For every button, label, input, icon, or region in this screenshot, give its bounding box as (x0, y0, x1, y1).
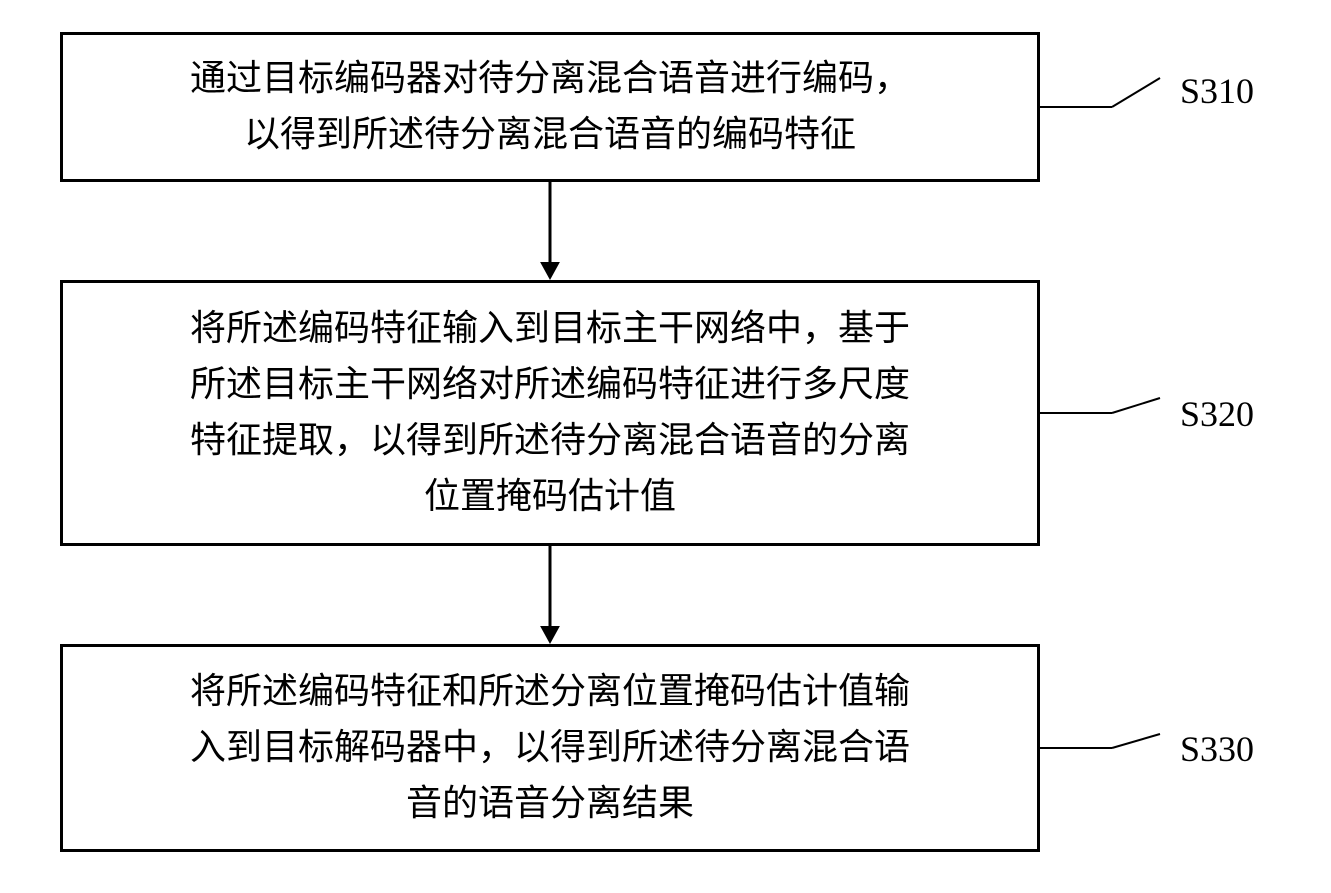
flow-node-s320-text: 将所述编码特征输入到目标主干网络中，基于所述目标主干网络对所述编码特征进行多尺度… (99, 301, 1001, 524)
flowchart-canvas: 通过目标编码器对待分离混合语音进行编码，以得到所述待分离混合语音的编码特征 S3… (0, 0, 1331, 893)
step-label-s330: S330 (1180, 728, 1254, 770)
step-label-s310: S310 (1180, 70, 1254, 112)
flow-node-s310: 通过目标编码器对待分离混合语音进行编码，以得到所述待分离混合语音的编码特征 (60, 32, 1040, 182)
step-label-s320: S320 (1180, 393, 1254, 435)
flow-node-s330-text: 将所述编码特征和所述分离位置掩码估计值输入到目标解码器中，以得到所述待分离混合语… (99, 664, 1001, 831)
flow-node-s310-text: 通过目标编码器对待分离混合语音进行编码，以得到所述待分离混合语音的编码特征 (99, 51, 1001, 163)
flow-node-s320: 将所述编码特征输入到目标主干网络中，基于所述目标主干网络对所述编码特征进行多尺度… (60, 280, 1040, 546)
flow-node-s330: 将所述编码特征和所述分离位置掩码估计值输入到目标解码器中，以得到所述待分离混合语… (60, 644, 1040, 852)
